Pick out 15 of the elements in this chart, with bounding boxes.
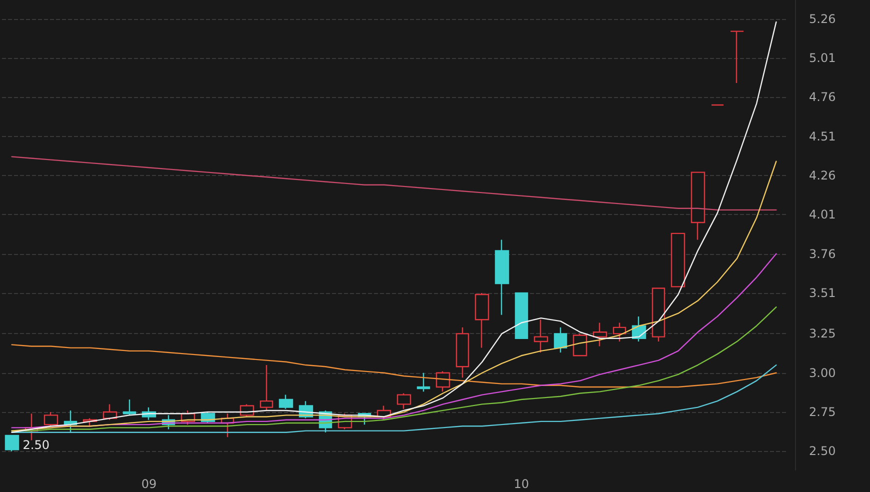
y-tick-label: 4.26 <box>809 168 836 182</box>
annotation: 2.50 <box>22 438 50 452</box>
x-tick-label: 09 <box>141 477 157 491</box>
y-tick-label: 3.00 <box>809 366 836 380</box>
y-tick-label: 4.76 <box>809 90 836 104</box>
y-tick-label: 5.26 <box>809 12 836 26</box>
y-tick-label: 2.75 <box>809 405 836 420</box>
y-tick-label: 4.51 <box>809 129 836 144</box>
y-tick-label: 3.51 <box>809 286 836 300</box>
y-tick-label: 4.01 <box>809 208 836 222</box>
y-tick-label: 2.50 <box>809 444 836 458</box>
x-tick-label: 10 <box>514 477 530 491</box>
y-tick-label: 3.25 <box>809 326 836 341</box>
y-tick-label: 5.01 <box>809 50 836 65</box>
y-tick-label: 3.76 <box>809 246 836 261</box>
